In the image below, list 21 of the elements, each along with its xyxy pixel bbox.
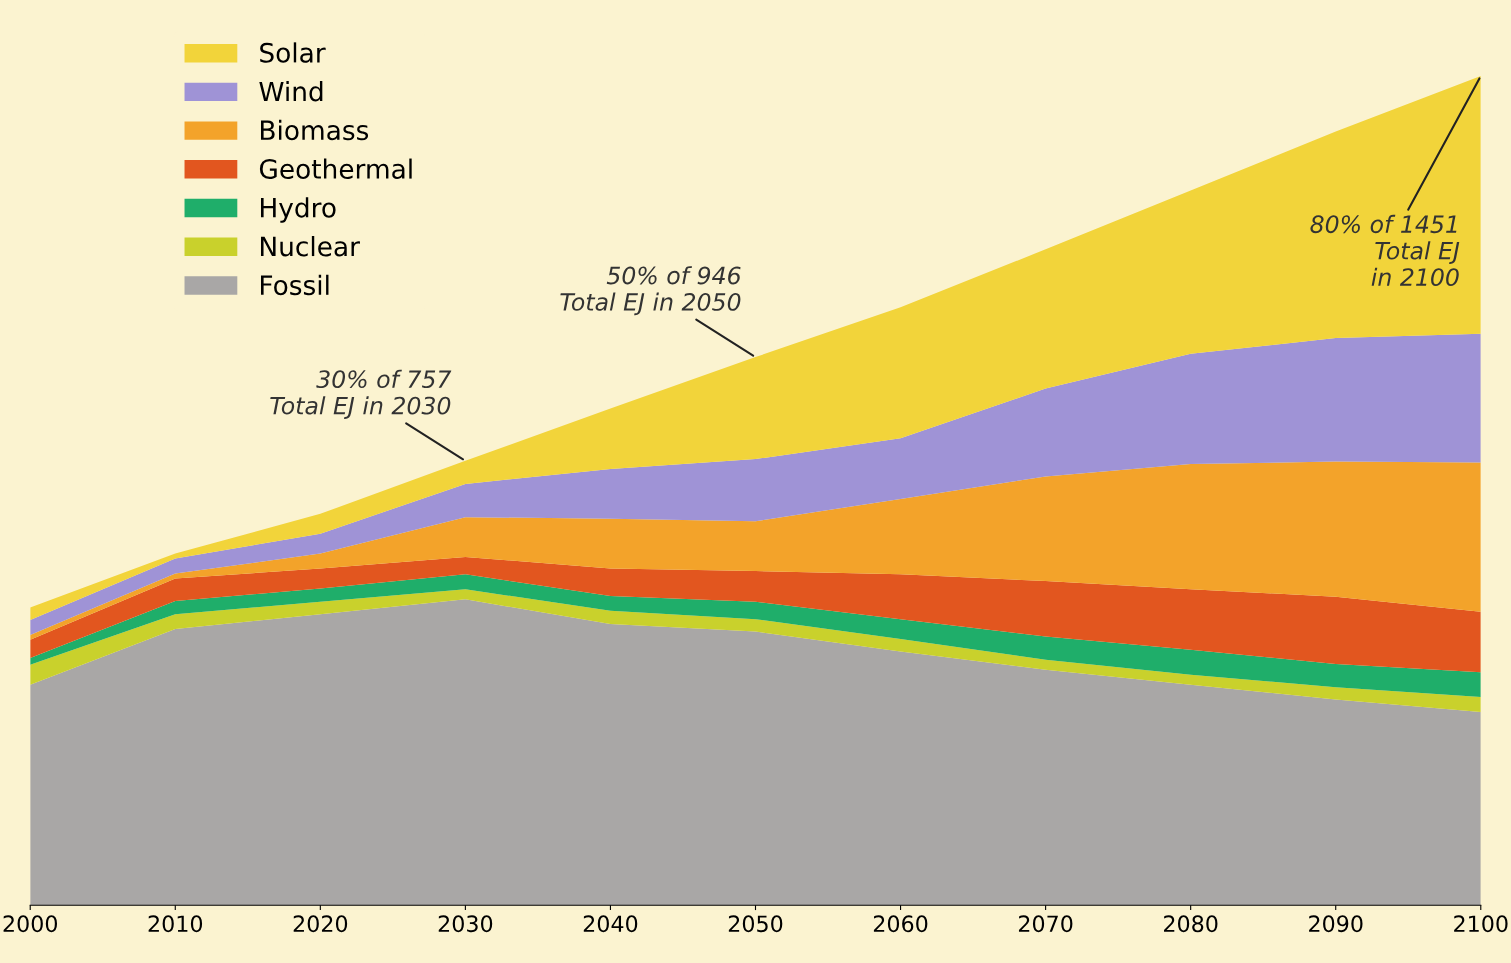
legend-label: Hydro: [261, 197, 336, 223]
x-tick-label: 2040: [583, 915, 638, 933]
legend-label: Nuclear: [261, 236, 360, 257]
x-tick-label: 2060: [873, 915, 928, 933]
annotation: 50% of 946 Total EJ in 2050: [560, 266, 741, 316]
x-tick-label: 2030: [438, 915, 493, 933]
x-tick-label: 2050: [728, 915, 783, 933]
legend-label: Wind: [259, 81, 323, 102]
x-tick-label: 2090: [1309, 915, 1363, 933]
x-tick-label: 2010: [148, 915, 203, 933]
annotation: 30% of 757 Total EJ in 2030: [270, 369, 452, 419]
legend-label: Solar: [260, 42, 326, 63]
legend-label: Fossil: [261, 274, 329, 296]
x-tick-label: 2080: [1164, 915, 1218, 933]
legend-label: Biomass: [261, 119, 369, 141]
legend-label: Geothermal: [259, 158, 412, 179]
annotation: 80% of 1451 Total EJ in 2100: [1310, 214, 1460, 287]
x-tick-label: 2070: [1018, 915, 1073, 933]
x-tick-label: 2000: [3, 915, 58, 933]
x-tick-label: 2100: [1454, 915, 1508, 933]
x-tick-label: 2020: [293, 915, 348, 933]
